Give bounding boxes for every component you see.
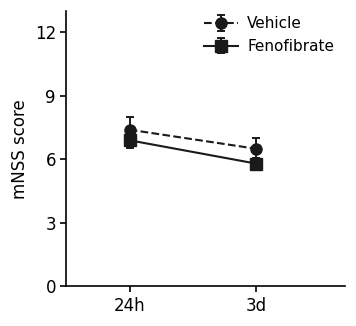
Legend: Vehicle, Fenofibrate: Vehicle, Fenofibrate — [201, 13, 337, 57]
Y-axis label: mNSS score: mNSS score — [11, 99, 29, 199]
